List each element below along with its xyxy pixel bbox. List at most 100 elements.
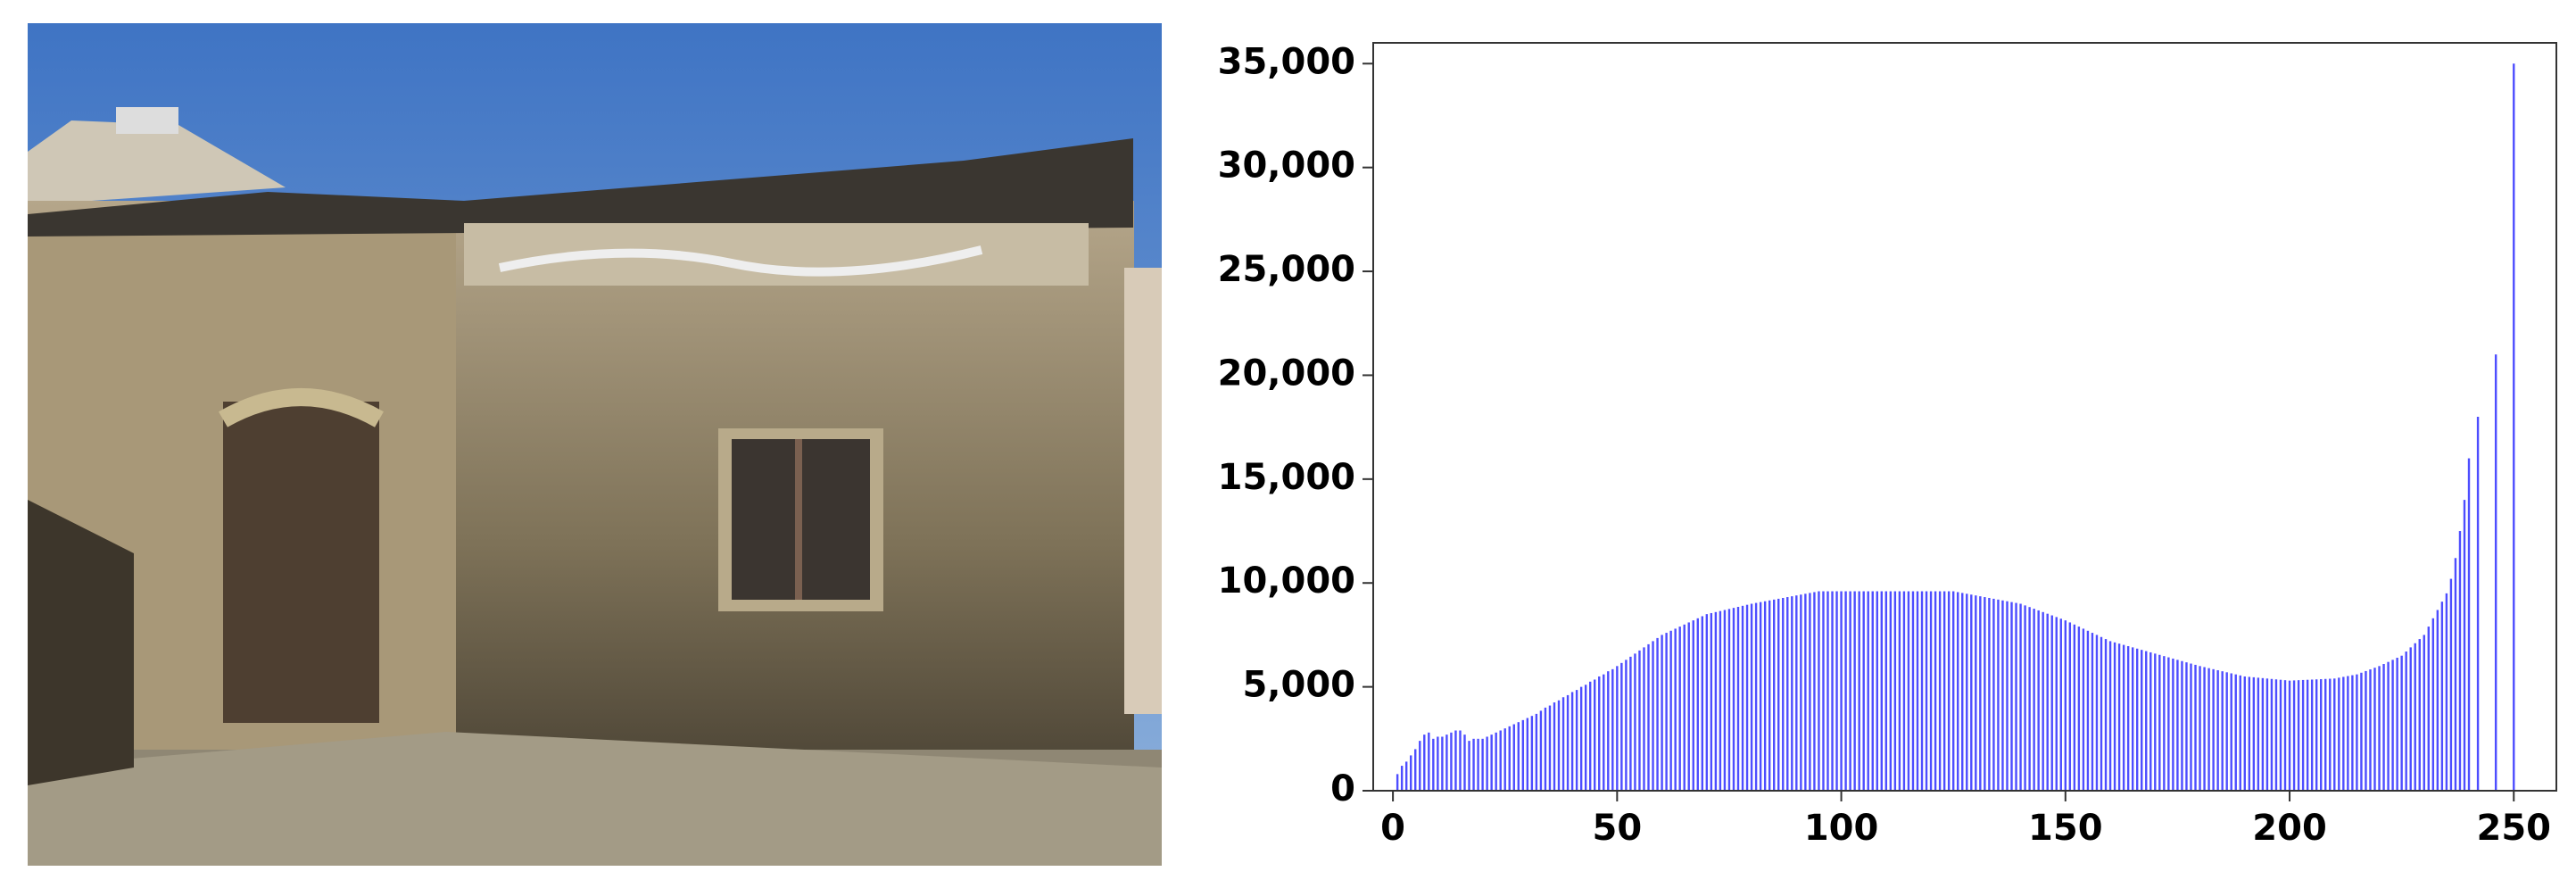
bar [2006, 601, 2009, 791]
bar [2265, 678, 2269, 791]
bar [1647, 643, 1650, 791]
bar [1503, 728, 1506, 791]
bar [2436, 610, 2439, 791]
bar [1544, 707, 1547, 791]
bar [2122, 644, 2125, 791]
bar [1822, 591, 1825, 791]
bar [2203, 667, 2206, 791]
bar [1884, 591, 1888, 791]
bar [2141, 650, 2143, 791]
bar [1858, 591, 1860, 791]
bar [2467, 458, 2471, 791]
bar [2315, 679, 2318, 791]
bar [1826, 591, 1829, 791]
bar [1763, 601, 1767, 791]
bar [2297, 680, 2300, 791]
y-tick-label: 5,000 [1242, 665, 1355, 706]
bar [2207, 668, 2210, 791]
bar [1840, 591, 1843, 791]
bar [2347, 676, 2349, 791]
bar [2158, 654, 2161, 791]
y-tick-label: 30,000 [1218, 145, 1355, 187]
bar [2338, 677, 2340, 791]
bar [1566, 694, 1570, 791]
bar [1437, 736, 1439, 791]
bar [1441, 736, 1444, 791]
bar [1920, 591, 1924, 791]
bar [1674, 628, 1677, 791]
bar [2409, 647, 2412, 791]
bar [1791, 596, 1793, 791]
x-tick-label: 150 [2028, 808, 2103, 849]
bar [1643, 647, 1645, 791]
bar [2310, 679, 2314, 791]
bar [2028, 607, 2031, 791]
bar [1759, 602, 1762, 791]
bar [1696, 618, 1699, 791]
bar [2440, 602, 2444, 791]
bar [1867, 591, 1869, 791]
bar [1795, 595, 1798, 791]
bar [2216, 669, 2219, 791]
bar [1938, 591, 1942, 791]
bar [1988, 597, 1991, 791]
bar [2050, 615, 2053, 791]
bar [1916, 591, 1919, 791]
bar [1603, 674, 1605, 791]
bar [1984, 597, 1986, 791]
bar [2257, 677, 2260, 791]
bar [2068, 622, 2072, 791]
bar [1521, 719, 1525, 791]
bar [2176, 660, 2179, 791]
bar [2225, 672, 2228, 791]
bar [1530, 716, 1534, 791]
bar [2091, 633, 2094, 791]
bar [1782, 597, 1785, 791]
bar [1468, 741, 1470, 791]
bar [1579, 686, 1583, 791]
bar [2400, 655, 2403, 791]
bar [1410, 755, 1412, 791]
bar [2126, 645, 2130, 791]
bar [1625, 660, 1628, 791]
bar [2405, 651, 2407, 791]
bar [2001, 600, 2004, 791]
bar [1428, 732, 1430, 791]
bar [1661, 635, 1663, 791]
bar [1620, 662, 1623, 791]
bar [2172, 658, 2174, 791]
bar [2414, 643, 2416, 791]
bar [1732, 608, 1735, 791]
bar [1598, 676, 1601, 791]
bar [2320, 678, 2323, 791]
bar [2185, 662, 2188, 791]
y-tick-label: 25,000 [1218, 249, 1355, 290]
bar [1499, 730, 1502, 791]
bar [2010, 602, 2013, 791]
bar [2306, 679, 2309, 791]
bar [2145, 651, 2148, 791]
bar [2391, 660, 2394, 791]
bar [2239, 675, 2241, 791]
bar [1594, 679, 1596, 791]
bar [1517, 722, 1520, 791]
bar [1472, 738, 1475, 791]
bar [2333, 678, 2336, 791]
bar [1539, 710, 1543, 791]
bar [2270, 678, 2274, 791]
bar [1911, 591, 1915, 791]
bar [2181, 660, 2183, 791]
bar [2494, 354, 2497, 791]
bar [2024, 605, 2026, 791]
bar [2365, 670, 2367, 791]
bar [1575, 690, 1578, 791]
bar [1683, 624, 1686, 791]
bar [1947, 591, 1951, 791]
bar [2243, 676, 2246, 791]
bar [1745, 604, 1749, 791]
bar [2351, 675, 2354, 791]
bar [2135, 648, 2139, 791]
bar [2033, 609, 2035, 791]
bar [1396, 774, 1399, 791]
bar [1970, 594, 1973, 791]
